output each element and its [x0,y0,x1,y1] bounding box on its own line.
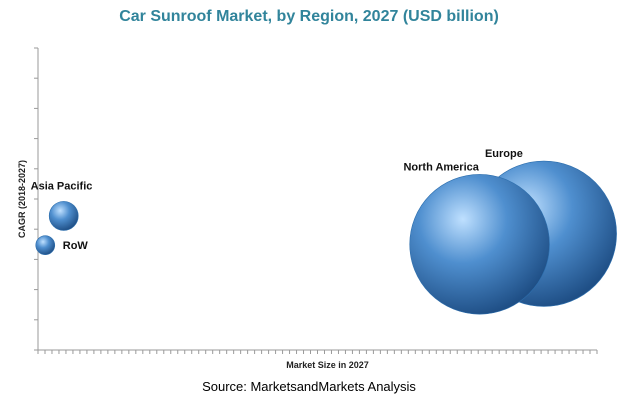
bubble-label-row: RoW [63,240,89,252]
x-axis-label: Market Size in 2027 [286,360,369,370]
bubbles [35,160,617,315]
bubble-row [35,235,56,256]
y-axis-label: CAGR (2018-2027) [17,160,27,238]
bubble-labels: Asia Pacific RoW North America Europe [31,148,523,252]
bubble-label-europe: Europe [485,148,523,160]
bubble-label-asia-pacific: Asia Pacific [31,180,93,192]
chart-title: Car Sunroof Market, by Region, 2027 (USD… [119,8,499,25]
source-note: Source: MarketsandMarkets Analysis [202,379,416,394]
bubble-north-america [409,174,550,315]
bubble-asia-pacific [48,201,79,231]
bubble-label-north-america: North America [403,161,479,173]
axes [34,47,598,354]
